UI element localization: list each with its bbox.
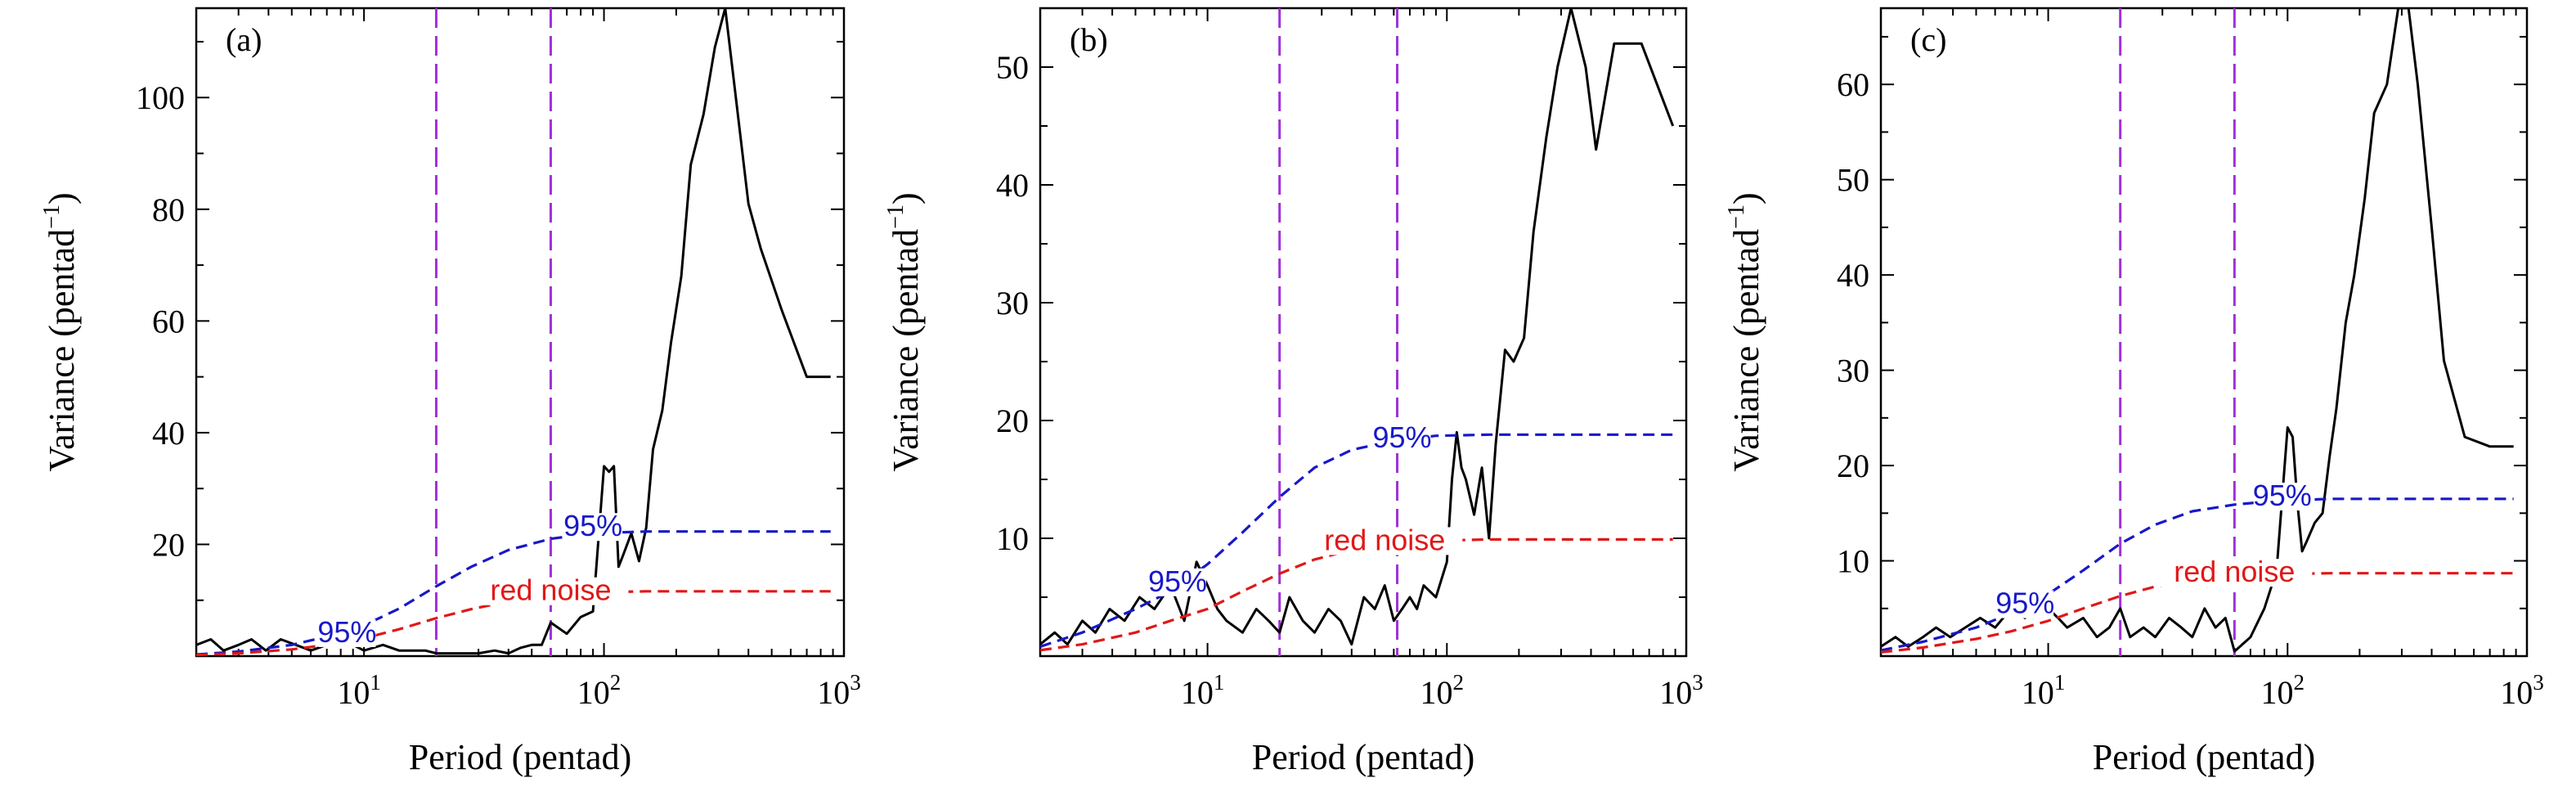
x-tick-label: 101 [2022, 670, 2066, 711]
confidence-95-line [1881, 497, 2514, 652]
y-axis-label: Variance (pentad−1) [883, 192, 926, 471]
annotation-bg [2156, 559, 2313, 587]
annotation-bg [1149, 568, 1207, 596]
confidence-95-line [196, 530, 831, 656]
x-tick-label: 101 [1181, 670, 1225, 711]
y-tick-label: 80 [152, 191, 185, 228]
x-tick-label: 103 [817, 670, 861, 711]
y-tick-label: 50 [1837, 162, 1869, 199]
plot-frame [1879, 7, 2529, 658]
x-tick-label: 102 [1420, 670, 1465, 711]
y-tick-label: 60 [1837, 66, 1869, 103]
y-tick-label: 20 [152, 526, 185, 563]
confidence-95-label: 95% [563, 509, 622, 542]
x-axis-label: Period (pentad) [1252, 737, 1474, 777]
y-tick-label: 40 [1837, 257, 1869, 294]
y-tick-label: 30 [996, 285, 1029, 322]
y-tick-label: 30 [1837, 353, 1869, 389]
panel-c: 101 102 103 10 20 30 40 50 60 95% red noise 95% (c) P… [1724, 7, 2544, 777]
y-tick-label: 40 [152, 415, 185, 452]
confidence-95-label: 95% [317, 615, 376, 649]
red-noise-label: red noise [2174, 555, 2295, 588]
annotation-bg [2253, 482, 2311, 510]
red-noise-line [196, 590, 831, 656]
red-noise-line [1881, 572, 2514, 654]
annotation-bg [473, 577, 629, 605]
red-noise-label: red noise [1324, 523, 1445, 556]
confidence-95-line [1040, 433, 1673, 649]
y-tick-label: 50 [996, 49, 1029, 86]
panel-label: (b) [1070, 21, 1108, 58]
x-tick-label: 103 [1659, 670, 1703, 711]
y-axis-label: Variance (pentad−1) [1724, 192, 1766, 471]
y-tick-label: 10 [996, 520, 1029, 557]
confidence-95-label: 95% [1995, 587, 2054, 620]
panel-label: (a) [226, 21, 262, 58]
y-tick-label: 20 [996, 402, 1029, 439]
x-axis-label: Period (pentad) [409, 737, 631, 777]
series-group [196, 8, 831, 656]
y-tick-label: 100 [136, 79, 185, 116]
confidence-95-label: 95% [1373, 420, 1432, 454]
plot-frame [195, 7, 846, 658]
panel-b: 101 102 103 10 20 30 40 50 95% red noise 95% (b) Per… [883, 7, 1703, 777]
y-tick-label: 40 [996, 167, 1029, 204]
panel-label: (c) [1910, 21, 1946, 58]
annotation-bg [1373, 425, 1431, 453]
x-tick-label: 101 [337, 670, 381, 711]
y-tick-label: 60 [152, 303, 185, 340]
annotation-bg [564, 513, 622, 542]
y-tick-label: 10 [1837, 543, 1869, 580]
x-axis-label: Period (pentad) [2093, 737, 2315, 777]
annotation-bg [318, 618, 376, 647]
x-tick-label: 102 [577, 670, 622, 711]
panel-a: 101 102 103 20 40 60 80 100 95% red noise 95% (a) Pe… [39, 7, 861, 777]
plot-frame [1039, 7, 1688, 658]
confidence-95-label: 95% [2253, 479, 2312, 512]
x-tick-label: 102 [2261, 670, 2305, 711]
y-tick-label: 20 [1837, 447, 1869, 484]
confidence-95-label: 95% [1148, 564, 1207, 598]
y-axis-label: Variance (pentad−1) [39, 192, 82, 471]
red-noise-label: red noise [490, 573, 611, 607]
annotation-bg [1307, 527, 1463, 555]
annotation-bg [1996, 590, 2054, 618]
x-tick-label: 103 [2500, 670, 2544, 711]
spectrum-line [196, 8, 831, 655]
